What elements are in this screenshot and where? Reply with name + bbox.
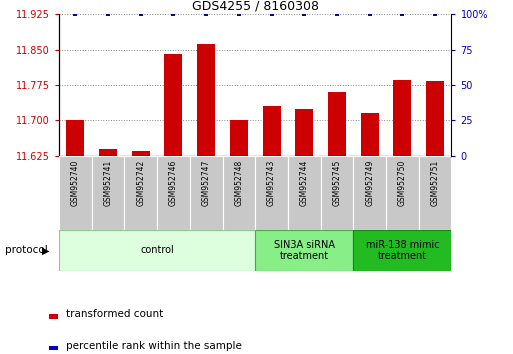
Bar (132, 151, 150, 156)
Text: GSM952742: GSM952742 (136, 160, 145, 206)
Title: GDS4255 / 8160308: GDS4255 / 8160308 (192, 0, 319, 13)
Bar (386, 156, 419, 230)
Bar (295, 109, 313, 156)
Text: GSM952746: GSM952746 (169, 160, 178, 206)
Bar (66, 120, 84, 156)
Bar (190, 156, 223, 230)
Text: GSM952745: GSM952745 (332, 160, 342, 206)
Text: GSM952740: GSM952740 (71, 160, 80, 206)
Bar (157, 156, 190, 230)
Bar (59, 156, 92, 230)
Bar (419, 156, 451, 230)
Bar (124, 156, 157, 230)
Bar (230, 120, 248, 156)
Bar (353, 230, 451, 271)
Bar (263, 106, 281, 156)
Text: GSM952748: GSM952748 (234, 160, 243, 206)
Text: GSM952744: GSM952744 (300, 160, 309, 206)
Bar (223, 156, 255, 230)
Bar (165, 54, 183, 156)
Text: GSM952751: GSM952751 (430, 160, 440, 206)
Text: percentile rank within the sample: percentile rank within the sample (66, 341, 242, 351)
Text: protocol: protocol (5, 245, 48, 256)
Bar (59, 230, 255, 271)
Text: GSM952749: GSM952749 (365, 160, 374, 206)
Bar (197, 44, 215, 156)
Bar (288, 156, 321, 230)
Bar (255, 230, 353, 271)
Bar (92, 156, 125, 230)
Bar (393, 80, 411, 156)
Text: control: control (140, 245, 174, 256)
Text: GSM952741: GSM952741 (104, 160, 112, 206)
Text: GSM952743: GSM952743 (267, 160, 276, 206)
Bar (361, 113, 379, 156)
Bar (321, 156, 353, 230)
Bar (328, 92, 346, 156)
Bar (99, 149, 117, 156)
Text: GSM952747: GSM952747 (202, 160, 211, 206)
Bar (255, 156, 288, 230)
Text: miR-138 mimic
treatment: miR-138 mimic treatment (366, 240, 439, 261)
Bar (353, 156, 386, 230)
Text: SIN3A siRNA
treatment: SIN3A siRNA treatment (274, 240, 335, 261)
Text: ▶: ▶ (42, 245, 50, 256)
Bar (426, 81, 444, 156)
Text: GSM952750: GSM952750 (398, 160, 407, 206)
Text: transformed count: transformed count (66, 309, 163, 319)
